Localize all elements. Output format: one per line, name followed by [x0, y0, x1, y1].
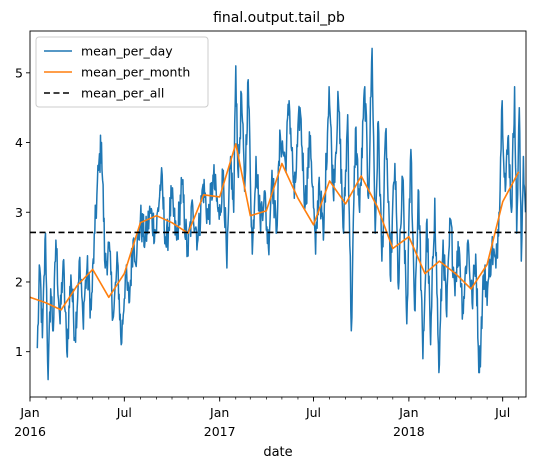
y-axis: 1 2 3 4 5 [15, 65, 30, 359]
legend-box [35, 36, 209, 108]
legend-label: mean_per_day [81, 44, 173, 59]
chart-title: final.output.tail_pb [213, 10, 345, 26]
legend-label: mean_per_month [81, 65, 190, 80]
y-tick-label: 1 [15, 344, 23, 359]
x-axis: Jan 2016 Jul Jan 2017 Jul Jan 2018 Jul [14, 397, 520, 439]
series-mean-per-day-line [36, 47, 526, 381]
x-tick-label: Jul [494, 405, 510, 420]
legend: mean_per_day mean_per_month mean_per_all [35, 36, 209, 108]
series-mean-per-month-line [30, 143, 520, 311]
x-tick-year-label: 2016 [14, 424, 46, 439]
x-tick-label: Jan [209, 405, 229, 420]
x-tick-label: Jan [19, 405, 39, 420]
x-tick-year-label: 2018 [393, 424, 425, 439]
y-tick-label: 2 [15, 274, 23, 289]
plot-area-frame [29, 30, 527, 398]
x-tick-label: Jul [305, 405, 321, 420]
y-tick-label: 4 [15, 135, 23, 150]
x-tick-year-label: 2017 [204, 424, 236, 439]
legend-label: mean_per_all [81, 86, 164, 101]
x-tick-label: Jan [398, 405, 418, 420]
y-tick-label: 3 [15, 205, 23, 220]
x-tick-label: Jul [116, 405, 132, 420]
x-axis-label: date [263, 445, 292, 460]
y-tick-label: 5 [15, 65, 23, 80]
